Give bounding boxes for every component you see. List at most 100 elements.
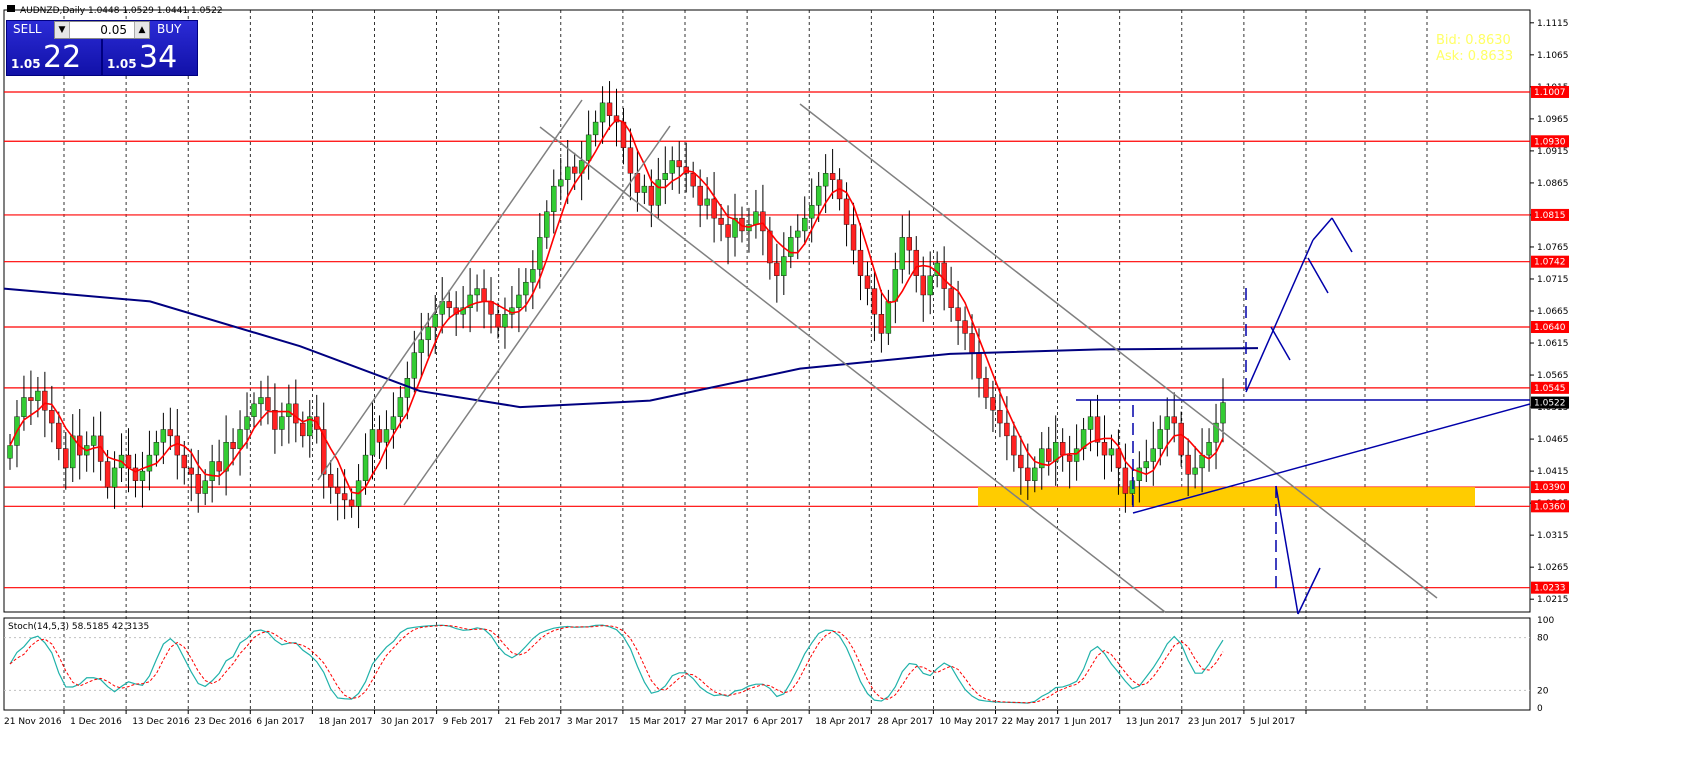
x-tick-label: 1 Jun 2017 (1064, 717, 1112, 727)
lot-decrease-icon[interactable]: ▼ (55, 22, 70, 38)
candle-body (1199, 454, 1205, 469)
candle-body (822, 173, 829, 187)
candle-body (523, 281, 529, 296)
candle-body (516, 294, 522, 308)
candle-body (606, 102, 613, 116)
candle-body (1157, 429, 1163, 449)
level-label-bg (1531, 581, 1569, 594)
level-label: 1.0360 (1534, 502, 1566, 512)
candle-body (1206, 442, 1212, 456)
y-tick-label: 1.0465 (1537, 435, 1569, 445)
candle-body (425, 326, 431, 341)
level-label: 1.0545 (1534, 384, 1566, 394)
candle-body (697, 185, 703, 206)
candle-body (955, 307, 961, 321)
level-label: 1.0640 (1534, 323, 1566, 333)
candle-body (411, 352, 418, 379)
x-tick-label: 1 Dec 2016 (70, 717, 122, 727)
one-click-trade-panel: SELL 1.05 22 BUY 1.05 34 ▼ 0.05 ▲ (6, 20, 198, 76)
level-label: 1.1007 (1534, 88, 1566, 98)
candle-body (927, 275, 933, 296)
fast-moving-average (9, 118, 1224, 495)
symbol-header: AUDNZD,Daily 1.0448 1.0529 1.0441 1.0522 (20, 6, 223, 16)
candle-body (1136, 467, 1143, 481)
candle-body (1080, 429, 1087, 449)
candle-body (132, 467, 139, 481)
candle-body (1094, 416, 1101, 443)
candle-body (641, 185, 648, 193)
candle-body (732, 217, 738, 238)
candle-body (1213, 422, 1219, 443)
projection-arrow (1245, 239, 1314, 393)
candle-body (327, 474, 334, 488)
candle-body (279, 416, 285, 430)
candle-body (558, 179, 564, 187)
candle-body (718, 217, 724, 225)
x-tick-label: 21 Nov 2016 (4, 717, 62, 727)
x-tick-label: 22 May 2017 (1002, 717, 1061, 727)
lot-increase-icon[interactable]: ▲ (134, 22, 149, 38)
candle-body (160, 429, 167, 443)
candle-body (1066, 454, 1073, 462)
level-label: 1.0815 (1534, 211, 1566, 221)
down-channel-line (539, 126, 1166, 613)
y-tick-label: 1.1065 (1537, 51, 1569, 61)
x-tick-label: 18 Jan 2017 (319, 717, 373, 727)
candle-body (97, 435, 104, 462)
candle-body (195, 474, 201, 494)
projection-arrow (1312, 217, 1333, 241)
y-tick-label: 1.0915 (1537, 147, 1569, 157)
y-tick-label: 1.0565 (1537, 371, 1569, 381)
candle-body (63, 448, 69, 469)
candle-body (760, 211, 766, 232)
candle-body (829, 173, 836, 180)
candle-body (111, 467, 118, 488)
candle-body (585, 134, 592, 161)
candle-body (167, 429, 174, 437)
projection-arrow (1331, 217, 1353, 253)
candle-body (258, 397, 264, 405)
candle-body (976, 352, 982, 379)
candle-body (1185, 454, 1191, 475)
candle-body (362, 454, 369, 481)
candle-body (286, 403, 292, 417)
level-label: 1.0233 (1534, 584, 1566, 594)
projection-arrow (1307, 257, 1329, 294)
candle-body (35, 390, 41, 401)
x-tick-label: 21 Feb 2017 (505, 717, 561, 727)
candle-body (28, 397, 34, 401)
x-tick-label: 6 Apr 2017 (753, 717, 803, 727)
projection-arrow (1275, 485, 1299, 615)
buy-price-big: 34 (139, 40, 178, 75)
current-price-label: 1.0522 (1534, 399, 1566, 409)
candle-body (969, 333, 975, 353)
candle-body (857, 249, 864, 276)
candle-body (1025, 467, 1031, 481)
x-tick-label: 3 Mar 2017 (567, 717, 618, 727)
candle-body (341, 493, 348, 501)
candle-body (237, 429, 243, 449)
x-tick-label: 15 Mar 2017 (629, 717, 686, 727)
y-tick-label: 1.0415 (1537, 467, 1569, 477)
candle-body (49, 410, 55, 424)
candle-body (153, 442, 160, 456)
level-label: 1.0390 (1534, 483, 1566, 493)
candle-body (56, 422, 62, 449)
candle-body (1220, 402, 1226, 424)
candle-body (983, 378, 989, 398)
candle-body (1011, 435, 1017, 456)
lot-size-input[interactable]: ▼ 0.05 ▲ (54, 21, 150, 39)
stochastic-pane (3, 617, 1531, 711)
y-tick-label: 1.0215 (1537, 595, 1569, 605)
candle-body (174, 435, 181, 456)
stoch-signal-line (9, 625, 1224, 704)
candle-body (878, 314, 885, 334)
level-label: 1.0742 (1534, 258, 1566, 268)
stoch-level-label: 100 (1537, 616, 1554, 626)
candle-body (899, 237, 906, 270)
x-tick-label: 23 Jun 2017 (1188, 717, 1242, 727)
candle-body (655, 179, 662, 206)
candle-body (892, 269, 899, 302)
candle-body (300, 422, 306, 437)
